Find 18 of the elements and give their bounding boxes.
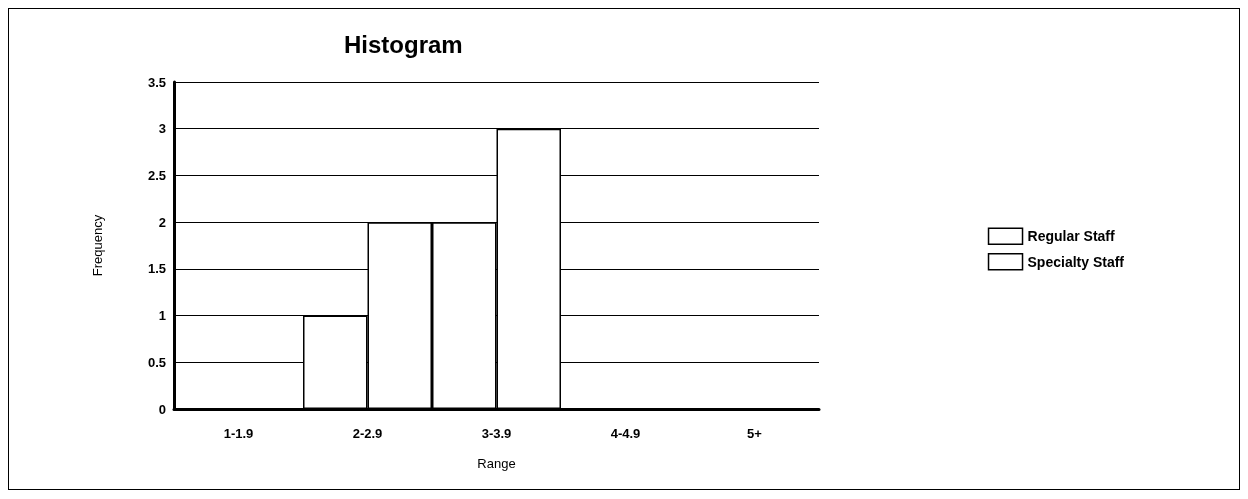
legend-label: Regular Staff bbox=[1027, 228, 1115, 245]
x-axis-title: Range bbox=[477, 456, 516, 471]
chart-title: Histogram bbox=[344, 30, 463, 58]
x-tick-label: 1-1.9 bbox=[223, 426, 254, 441]
x-tick-label: 4-4.9 bbox=[610, 426, 641, 441]
y-axis-title: Frequency bbox=[90, 214, 105, 277]
y-tick-label: 0 bbox=[158, 401, 166, 417]
x-tick-label: 3-3.9 bbox=[481, 426, 512, 441]
y-tick-label: 2.5 bbox=[147, 167, 166, 183]
y-tick-label: 1.5 bbox=[147, 261, 166, 277]
y-tick-label: 2 bbox=[158, 214, 166, 230]
x-tick-label: 5+ bbox=[747, 426, 763, 441]
y-tick-label: 3 bbox=[158, 121, 166, 137]
y-tick-label: 0.5 bbox=[147, 354, 166, 370]
x-tick-label: 2-2.9 bbox=[352, 426, 383, 441]
y-tick-label: 1 bbox=[158, 308, 166, 324]
y-tick-label: 3.5 bbox=[147, 74, 166, 90]
legend-label: Specialty Staff bbox=[1027, 253, 1125, 270]
